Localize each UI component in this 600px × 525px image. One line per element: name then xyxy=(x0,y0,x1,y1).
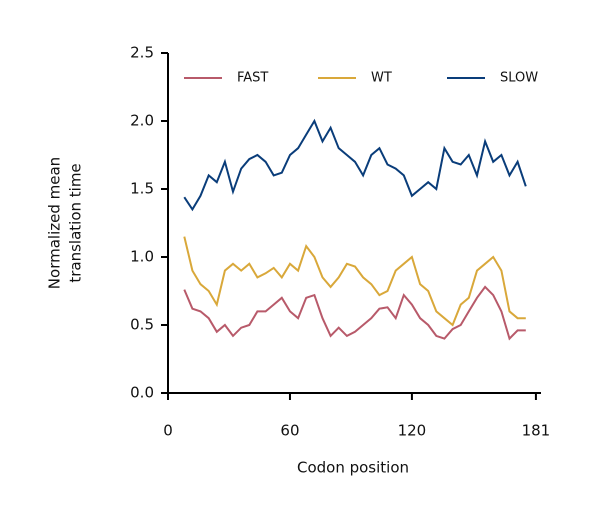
data-line xyxy=(183,285,526,341)
y-axis-label: translation time xyxy=(67,163,85,282)
y-axis-label: Normalized mean xyxy=(46,157,64,289)
x-tick-label: 181 xyxy=(522,422,551,440)
x-tick-label: 0 xyxy=(163,422,173,440)
data-line xyxy=(183,118,527,212)
data-line xyxy=(183,236,526,327)
x-tick-label: 60 xyxy=(280,422,299,440)
y-tick-label: 1.5 xyxy=(130,180,154,198)
legend-label: FAST xyxy=(237,71,268,86)
y-tick-label: 2.5 xyxy=(130,44,154,62)
x-axis-label: Codon position xyxy=(297,459,409,477)
x-tick-label: 120 xyxy=(398,422,427,440)
y-tick-label: 1.0 xyxy=(130,248,154,266)
y-tick-label: 0.5 xyxy=(130,316,154,334)
y-tick-label: 0.0 xyxy=(130,384,154,402)
legend-label: WT xyxy=(371,71,392,86)
y-tick-label: 2.0 xyxy=(130,112,154,130)
legend-label: SLOW xyxy=(500,71,538,86)
